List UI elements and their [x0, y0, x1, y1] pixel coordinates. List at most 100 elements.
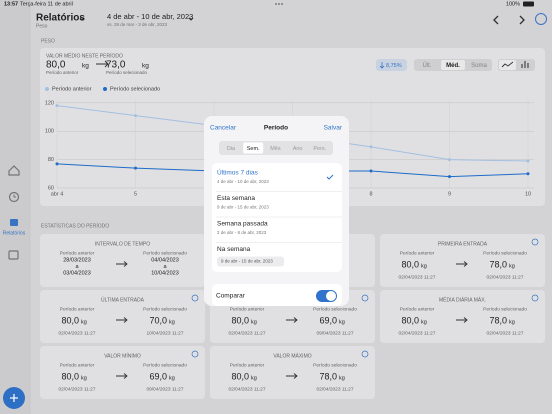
option-range: 9 de abr - 15 de abr, 2023	[221, 259, 273, 264]
header-title[interactable]: Relatórios	[36, 13, 85, 24]
series-point	[55, 104, 59, 108]
card-arrow	[456, 261, 468, 267]
status-battery: 100%	[506, 1, 520, 7]
summary-value: 73,0	[106, 60, 126, 71]
header-subtitle: Peso	[36, 23, 48, 29]
modal-cancel[interactable]: Cancelar	[210, 125, 237, 132]
gallery-icon[interactable]	[8, 250, 19, 260]
stat-card	[40, 290, 205, 343]
y-tick-label: 80	[48, 157, 54, 163]
side-date: 02/04/2023 11:27	[399, 330, 436, 336]
side-label: Período anterior	[60, 306, 95, 312]
side-date: 10/04/2023 11:27	[147, 330, 184, 336]
range-chevron[interactable]	[188, 17, 194, 21]
legend-dot	[103, 87, 107, 91]
side-unit: kg	[509, 319, 515, 325]
option-label[interactable]: Semana passada	[217, 221, 268, 228]
tab[interactable]: Pers.	[313, 146, 326, 152]
side-unit: kg	[509, 263, 515, 269]
history-icon[interactable]	[8, 191, 20, 203]
side-unit: kg	[421, 319, 427, 325]
tab[interactable]: Dia	[227, 146, 236, 152]
card-title: INTERVALO DE TEMPO	[95, 241, 150, 247]
side-value: 80,0	[231, 371, 249, 381]
summary-unit: kg	[142, 63, 149, 70]
card-arrow	[116, 373, 128, 379]
range-line: a	[75, 264, 79, 270]
dot	[275, 3, 277, 5]
summary-arrow	[96, 60, 109, 68]
home-icon[interactable]	[8, 165, 20, 176]
info-icon[interactable]	[361, 294, 369, 302]
legend-dot	[45, 87, 49, 91]
side-date: 02/04/2023 11:27	[229, 386, 266, 392]
title-chevron[interactable]	[79, 17, 85, 21]
side-date: 02/04/2023 11:27	[59, 330, 96, 336]
range-line: 04/04/2023	[151, 257, 179, 263]
info-icon[interactable]	[191, 350, 199, 358]
stat-card	[40, 346, 205, 399]
bar-icon[interactable]	[521, 61, 529, 68]
mode-option[interactable]: Últ.	[423, 62, 432, 69]
next-button[interactable]	[519, 15, 525, 25]
side-unit: kg	[81, 375, 87, 381]
info-icon[interactable]	[531, 238, 539, 246]
side-unit: kg	[339, 375, 345, 381]
info-icon[interactable]	[361, 350, 369, 358]
side-label: Período selecionado	[143, 306, 187, 312]
mode-active	[441, 60, 465, 70]
option-label[interactable]: Na semana	[217, 246, 251, 253]
mode-option[interactable]: Soma	[471, 63, 487, 69]
side-date: 02/04/2023 11:27	[317, 386, 354, 392]
period-modal: Cancelar Período Salvar Dia Sem. Mês Ano Pers. Ú…	[204, 116, 349, 306]
option-range: 9 de abr - 15 de abr, 2023	[217, 205, 269, 210]
side-value: 80,0	[401, 259, 419, 269]
series-point	[134, 114, 137, 118]
side-date: 09/04/2023 11:27	[147, 386, 184, 392]
side-label: Período selecionado	[313, 362, 357, 368]
side-label: Período anterior	[400, 250, 435, 256]
tab[interactable]: Mês	[270, 146, 281, 152]
reports-icon[interactable]	[10, 219, 18, 226]
card-arrow	[286, 373, 298, 379]
side-value: 80,0	[61, 371, 79, 381]
info-icon[interactable]	[531, 294, 539, 302]
option-label[interactable]: Últimos 7 dias	[217, 168, 259, 177]
sidebar	[0, 0, 30, 414]
side-unit: kg	[169, 375, 175, 381]
info-icon[interactable]	[191, 294, 199, 302]
tab[interactable]: Ano	[293, 146, 303, 152]
dot	[281, 3, 283, 5]
header-compare: vs. 28 de mar - 3 de abr, 2023	[107, 22, 168, 27]
modal-save[interactable]: Salvar	[324, 125, 343, 132]
header-range[interactable]: 4 de abr - 10 de abr, 2023	[107, 12, 193, 21]
prev-button[interactable]	[493, 15, 499, 25]
stat-card	[40, 234, 205, 287]
more-button[interactable]	[535, 13, 547, 25]
toggle-knob	[326, 291, 336, 301]
side-value: 69,0	[149, 371, 167, 381]
series-point	[526, 172, 530, 176]
card-title: PRIMEIRA ENTRADA	[438, 241, 488, 247]
side-date: 02/04/2023 11:27	[229, 330, 266, 336]
card-arrow	[456, 317, 468, 323]
series-point	[448, 175, 451, 179]
side-value: 78,0	[319, 371, 337, 381]
x-tick-label: 9	[448, 191, 451, 197]
status-date: Terça-feira 11 de abril	[20, 1, 73, 7]
legend-label: Período selecionado	[110, 86, 160, 92]
card-arrow	[116, 317, 128, 323]
down-arrow	[379, 62, 385, 69]
mode-option[interactable]: Méd.	[446, 63, 460, 69]
side-value: 78,0	[489, 259, 507, 269]
option-label[interactable]: Esta semana	[217, 195, 255, 202]
history-icon-hand	[13, 194, 16, 198]
battery-icon	[523, 1, 534, 7]
checkmark	[326, 174, 334, 180]
side-label: Período anterior	[60, 362, 95, 368]
side-label: Período anterior	[230, 362, 265, 368]
tab[interactable]: Sem.	[247, 146, 260, 152]
side-label: Período anterior	[400, 306, 435, 312]
summary-value: 80,0	[46, 60, 66, 71]
